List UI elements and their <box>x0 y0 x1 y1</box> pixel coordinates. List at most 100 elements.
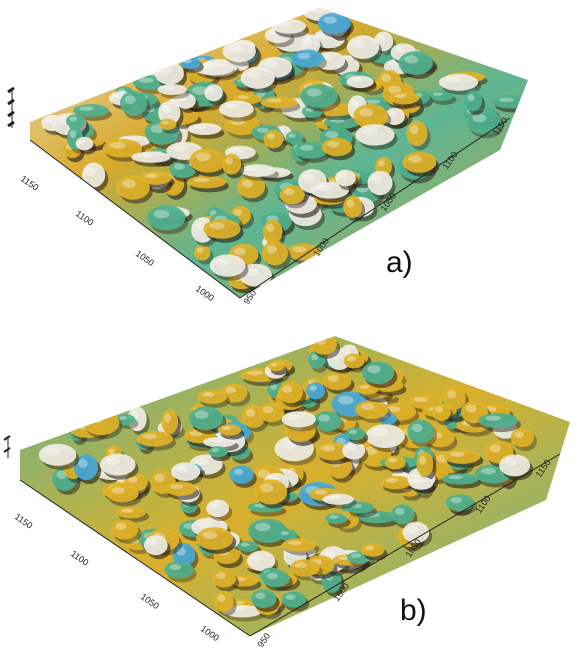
surface-bump-highlight <box>176 547 186 556</box>
surface-bump <box>294 141 328 159</box>
surface-bump-highlight <box>447 390 457 399</box>
surface-bump <box>204 84 223 102</box>
surface-bump-highlight <box>270 362 278 367</box>
surface-bump <box>346 75 374 89</box>
surface-bump <box>322 493 354 505</box>
surface-bump <box>367 170 393 196</box>
surface-bump-highlight <box>346 199 355 208</box>
surface-bump-highlight <box>208 438 222 443</box>
surface-bump <box>212 569 236 588</box>
surface-bump-highlight <box>89 414 104 424</box>
surface-bump-highlight <box>121 508 134 513</box>
surface-bump-highlight <box>408 155 422 163</box>
surface-bump-highlight <box>229 607 246 612</box>
surface-bump-highlight <box>209 222 225 230</box>
surface-bump-highlight <box>69 130 77 139</box>
surface-bump <box>432 403 451 422</box>
surface-bump-highlight <box>260 483 274 493</box>
surface-bump <box>206 499 230 518</box>
surface-bump-highlight <box>233 247 246 256</box>
surface-bump <box>196 527 234 550</box>
surface-bump <box>357 510 397 524</box>
left-tick-a-1: 1150 <box>19 173 41 192</box>
surface-bump-highlight <box>504 458 517 466</box>
surface-bump-highlight <box>245 267 259 276</box>
surface-bump-highlight <box>138 153 155 158</box>
surface-bump-highlight <box>467 94 475 102</box>
surface-bump-highlight <box>230 118 245 126</box>
surface-bump-highlight <box>317 184 333 191</box>
surface-bump <box>445 494 475 512</box>
surface-bump-highlight <box>237 95 250 100</box>
surface-bump <box>308 350 326 369</box>
surface-bump <box>169 160 197 179</box>
surface-bump <box>236 176 266 199</box>
surface-bump <box>240 66 275 89</box>
surface-bump-highlight <box>411 423 423 433</box>
surface-bump <box>438 73 479 91</box>
surface-bump-highlight <box>388 110 397 117</box>
surface-bump <box>187 175 226 189</box>
surface-bump-highlight <box>179 95 188 102</box>
surface-bump-highlight <box>241 179 254 188</box>
surface-bump-highlight <box>113 93 124 99</box>
surface-bump <box>384 455 406 470</box>
surface-bump-highlight <box>311 353 319 361</box>
surface-bump-highlight <box>303 173 315 182</box>
surface-bump-highlight <box>367 365 381 374</box>
surface-bump <box>254 479 288 505</box>
surface-bump-highlight <box>347 356 356 362</box>
surface-bump-highlight <box>287 540 302 546</box>
surface-bump-highlight <box>210 502 220 509</box>
surface-bump-highlight <box>448 475 463 480</box>
surface-bump-highlight <box>154 473 165 483</box>
surface-bump <box>292 49 324 68</box>
surface-bump-highlight <box>382 414 390 420</box>
surface-bump <box>127 406 147 432</box>
surface-bump-highlight <box>351 99 359 109</box>
surface-bump-highlight <box>245 408 256 417</box>
surface-bump <box>409 476 434 490</box>
surface-bump-highlight <box>228 44 242 52</box>
surface-bump <box>247 550 276 572</box>
surface-bump <box>120 90 148 116</box>
surface-bump <box>289 559 320 577</box>
surface-bump <box>402 521 430 544</box>
surface-bump-highlight <box>365 545 375 551</box>
surface-bump <box>175 92 196 109</box>
surface-bump <box>281 411 316 428</box>
surface-bump <box>281 538 317 552</box>
surface-bump-highlight <box>148 538 158 546</box>
surface-bump-highlight <box>297 52 311 59</box>
surface-bump-highlight <box>257 469 271 479</box>
surface-bump-highlight <box>256 127 269 133</box>
surface-bump-highlight <box>233 209 243 216</box>
surface-bump-highlight <box>445 76 462 83</box>
surface-bump <box>115 506 146 519</box>
surface-bump <box>492 95 528 109</box>
surface-bump <box>171 462 201 482</box>
surface-bump <box>220 383 248 403</box>
surface-bump-highlight <box>183 59 192 64</box>
surface-bump-highlight <box>221 426 232 431</box>
surface-bump <box>194 62 234 76</box>
surface-bump-highlight <box>195 457 209 466</box>
surface-bump-highlight <box>359 108 374 117</box>
surface-bump-highlight <box>498 97 514 103</box>
surface-bump-highlight <box>300 144 314 151</box>
surface-bump-highlight <box>111 487 125 494</box>
surface-bump-highlight <box>327 141 340 148</box>
right-axis-b <box>249 453 561 637</box>
surface-bump <box>510 427 534 448</box>
surface-bump <box>197 389 228 404</box>
left-tick-a-3: 1050 <box>134 248 156 268</box>
surface-bump <box>402 151 437 173</box>
surface-bump-highlight <box>207 87 215 94</box>
surface-bump <box>262 569 290 588</box>
surface-bumps-b <box>38 336 537 622</box>
surface-bump <box>262 219 283 244</box>
surface-bump-highlight <box>330 118 345 123</box>
surface-bump-highlight <box>267 98 282 103</box>
surface-bump-highlight <box>164 413 171 423</box>
surface-bump <box>321 137 353 157</box>
